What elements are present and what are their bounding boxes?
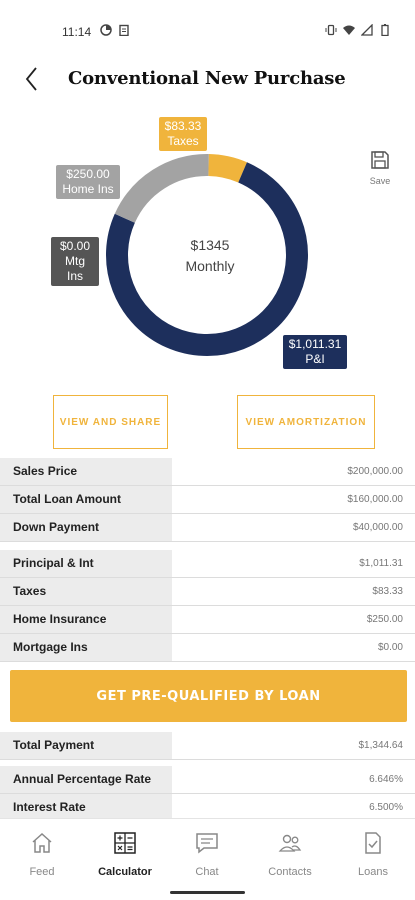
row-label: Interest Rate bbox=[0, 794, 172, 821]
row-value: $200,000.00 bbox=[347, 466, 403, 477]
header: Conventional New Purchase bbox=[0, 62, 415, 98]
payment-table: Principal & Int $1,011.31 Taxes $83.33 Home … bbox=[0, 550, 415, 662]
row-label: Taxes bbox=[0, 578, 172, 605]
chart-center-amount: $1345 bbox=[190, 237, 230, 253]
tab-label: Calculator bbox=[98, 866, 152, 878]
wifi-icon bbox=[343, 25, 355, 35]
save-button[interactable]: Save bbox=[367, 150, 393, 186]
loan-table: Sales Price $200,000.00 Total Loan Amount $… bbox=[0, 458, 415, 542]
taxes-callout: $83.33 Taxes bbox=[159, 117, 207, 151]
status-bar: 11:14 bbox=[0, 0, 415, 60]
row-value: $1,344.64 bbox=[358, 740, 404, 751]
payment-donut-chart bbox=[106, 154, 308, 356]
table-row: Annual Percentage Rate 6.646% bbox=[0, 766, 415, 794]
row-value: 6.500% bbox=[369, 802, 403, 813]
tab-label: Chat bbox=[195, 866, 219, 878]
row-label: Sales Price bbox=[0, 458, 172, 485]
home-ins-callout: $250.00 Home Ins bbox=[56, 165, 120, 199]
bottom-tab-bar: Feed Calculator Chat Contacts Loans bbox=[0, 818, 415, 900]
row-value: $250.00 bbox=[366, 614, 403, 625]
chat-icon bbox=[196, 833, 218, 854]
taxes-callout-amount: $83.33 bbox=[164, 119, 202, 133]
taxes-callout-label: Taxes bbox=[167, 134, 199, 148]
row-value: $160,000.00 bbox=[347, 494, 403, 505]
tab-calculator[interactable]: Calculator bbox=[90, 831, 160, 878]
mtg-ins-callout-amount: $0.00 bbox=[59, 239, 91, 253]
table-row: Taxes $83.33 bbox=[0, 578, 415, 606]
pi-callout-label: P&I bbox=[305, 352, 325, 366]
row-label: Home Insurance bbox=[0, 606, 172, 633]
row-label: Principal & Int bbox=[0, 550, 172, 577]
tab-label: Contacts bbox=[268, 866, 312, 878]
tab-label: Feed bbox=[29, 866, 55, 878]
table-row: Total Loan Amount $160,000.00 bbox=[0, 486, 415, 514]
table-row: Down Payment $40,000.00 bbox=[0, 514, 415, 542]
row-value: $83.33 bbox=[372, 586, 403, 597]
home-ins-callout-amount: $250.00 bbox=[66, 167, 110, 181]
page-title: Conventional New Purchase bbox=[68, 68, 346, 89]
pi-segment bbox=[106, 162, 308, 356]
row-label: Down Payment bbox=[0, 514, 172, 541]
payment-chart: $1345 Monthly $83.33 Taxes $250.00 Home … bbox=[0, 110, 415, 380]
row-value: 6.646% bbox=[369, 774, 403, 785]
home-ins-segment bbox=[114, 154, 209, 224]
tab-loans[interactable]: Loans bbox=[338, 831, 408, 878]
battery-icon bbox=[381, 24, 389, 36]
pi-callout: $1,011.31 P&I bbox=[283, 335, 347, 369]
pi-callout-amount: $1,011.31 bbox=[288, 337, 342, 351]
clipboard-icon bbox=[119, 24, 129, 36]
table-row: Total Payment $1,344.64 bbox=[0, 732, 415, 760]
row-value: $0.00 bbox=[377, 642, 403, 653]
mtg-ins-callout-label: Mtg Ins bbox=[64, 254, 85, 283]
mtg-ins-callout: $0.00 Mtg Ins bbox=[51, 237, 99, 286]
tab-contacts[interactable]: Contacts bbox=[255, 831, 325, 878]
view-and-share-button[interactable]: VIEW AND SHARE bbox=[53, 395, 168, 449]
data-saver-icon bbox=[100, 24, 112, 36]
row-label: Total Payment bbox=[0, 732, 172, 759]
tab-chat[interactable]: Chat bbox=[172, 831, 242, 878]
signal-icon bbox=[361, 24, 373, 36]
vibrate-icon bbox=[325, 24, 337, 36]
tab-feed[interactable]: Feed bbox=[7, 831, 77, 878]
table-row: Mortgage Ins $0.00 bbox=[0, 634, 415, 662]
back-button[interactable] bbox=[20, 64, 46, 94]
contacts-icon bbox=[278, 834, 302, 852]
table-row: Principal & Int $1,011.31 bbox=[0, 550, 415, 578]
home-icon bbox=[32, 832, 52, 853]
home-ins-callout-label: Home Ins bbox=[62, 182, 114, 196]
home-indicator bbox=[170, 891, 245, 894]
taxes-segment bbox=[207, 154, 247, 183]
loans-icon bbox=[365, 832, 381, 854]
get-pre-qualified-button[interactable]: GET PRE-QUALIFIED BY LOAN bbox=[10, 670, 407, 722]
row-label: Annual Percentage Rate bbox=[0, 766, 172, 793]
total-table: Total Payment $1,344.64 bbox=[0, 732, 415, 760]
row-value: $40,000.00 bbox=[352, 522, 403, 533]
action-row: VIEW AND SHARE VIEW AMORTIZATION bbox=[0, 395, 415, 451]
save-label: Save bbox=[369, 176, 391, 186]
save-icon bbox=[371, 151, 389, 169]
row-label: Mortgage Ins bbox=[0, 634, 172, 661]
chart-center-label: Monthly bbox=[185, 258, 235, 274]
rate-table: Annual Percentage Rate 6.646% Interest Rat… bbox=[0, 766, 415, 822]
status-time: 11:14 bbox=[62, 25, 92, 39]
view-amortization-button[interactable]: VIEW AMORTIZATION bbox=[237, 395, 375, 449]
row-value: $1,011.31 bbox=[359, 558, 403, 569]
chevron-left-icon bbox=[25, 67, 37, 91]
calculator-icon bbox=[114, 832, 136, 854]
table-row: Sales Price $200,000.00 bbox=[0, 458, 415, 486]
row-label: Total Loan Amount bbox=[0, 486, 172, 513]
table-row: Home Insurance $250.00 bbox=[0, 606, 415, 634]
tab-label: Loans bbox=[358, 866, 388, 878]
